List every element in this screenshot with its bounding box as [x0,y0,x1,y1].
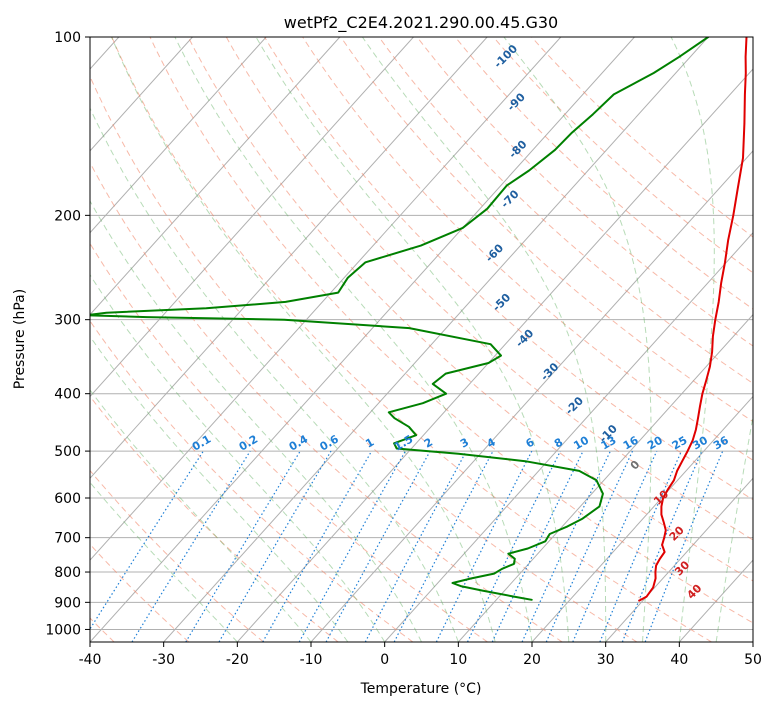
isotherm-line [90,37,562,561]
moist-adiabat-line [255,37,570,642]
dry-adiabat-line [90,469,264,642]
isotherm-line [605,477,753,642]
temperature-profile-line [638,37,748,602]
dry-adiabat-line [90,242,488,642]
mixing-ratio-line [545,450,634,642]
isotherm-line [90,37,193,152]
moist-adiabat-line [90,481,238,642]
axes-layer: -40 -30 -20 -10 0 10 20 30 40 50 100 200 300 400 500 60… [45,30,762,668]
chart-title: wetPf2_C2E4.2021.290.00.45.G30 [284,13,558,33]
dry-adiabat-line [111,37,712,642]
x-tick-label: -30 [152,652,175,668]
moist-adiabat-line [670,37,715,642]
dry-adiabat-line [90,395,339,642]
y-axis-label: Pressure (hPa) [12,289,28,389]
y-tick-label: 200 [54,208,81,224]
dry-adiabat-line [90,161,563,642]
plot-area [90,37,753,642]
y-tick-label: 300 [54,313,81,329]
mixing-ratio-line [644,450,724,642]
x-tick-label: -10 [300,652,323,668]
dry-adiabat-line [416,37,753,347]
mixing-ratio-line [364,450,467,642]
isotherm-line [90,37,341,316]
x-tick-label: 40 [670,652,688,668]
moist-adiabat-line [174,37,533,642]
mixing-ratio-line [572,450,658,642]
dry-adiabat-line [90,543,190,642]
isotherm-line [457,313,753,642]
plot-frame [89,36,754,643]
moist-adiabat-line [90,335,349,642]
y-tick-label: 700 [54,531,81,547]
series-layer [90,37,748,602]
moist-adiabat-line [90,200,422,642]
isotherm-line [90,37,267,234]
x-tick-label: 0 [380,652,389,668]
x-tick-label: -20 [226,652,249,668]
mixing-ratio-line [90,450,204,631]
isotherm-line [90,37,635,642]
moist-adiabat-line [90,273,386,642]
x-tick-label: -40 [79,652,102,668]
y-tick-label: 400 [54,387,81,403]
moist-adiabat-line [90,106,459,642]
mixing-ratio-line [131,450,251,642]
y-tick-label: 900 [54,595,81,611]
moist-adiabat-line [503,37,652,642]
grid-layer [90,37,753,642]
x-tick-label: 20 [523,652,541,668]
dewpoint-profile-line [90,37,710,601]
isotherm-line [310,150,753,642]
y-tick-label: 100 [54,30,81,46]
isotherm-line [90,37,488,480]
moist-adiabat-line [90,389,312,642]
mixing-ratio-line [298,450,406,642]
x-tick-label: 10 [449,652,467,668]
mixing-ratio-line [599,450,682,642]
moist-adiabat-line [715,413,753,642]
x-axis-label: Temperature (°C) [360,681,482,697]
moist-adiabat-line [111,37,496,642]
dry-adiabat-line [90,320,414,642]
dry-adiabat-line [149,37,753,624]
isotherm-line [236,68,753,642]
mixing-ratio-line [435,450,533,642]
mixing-ratio-line [621,450,703,642]
isotherm-line [384,231,753,642]
dry-adiabat-line [454,37,753,310]
y-tick-label: 600 [54,491,81,507]
y-tick-label: 500 [54,444,81,460]
isotherm-line [531,395,753,642]
y-tick-label: 1000 [45,622,81,638]
x-tick-label: 50 [744,652,762,668]
y-tick-label: 800 [54,565,81,581]
mixing-ratio-line [325,450,431,642]
isotherm-line [90,37,414,398]
isotherm-line [163,37,709,642]
x-tick-label: 30 [597,652,615,668]
